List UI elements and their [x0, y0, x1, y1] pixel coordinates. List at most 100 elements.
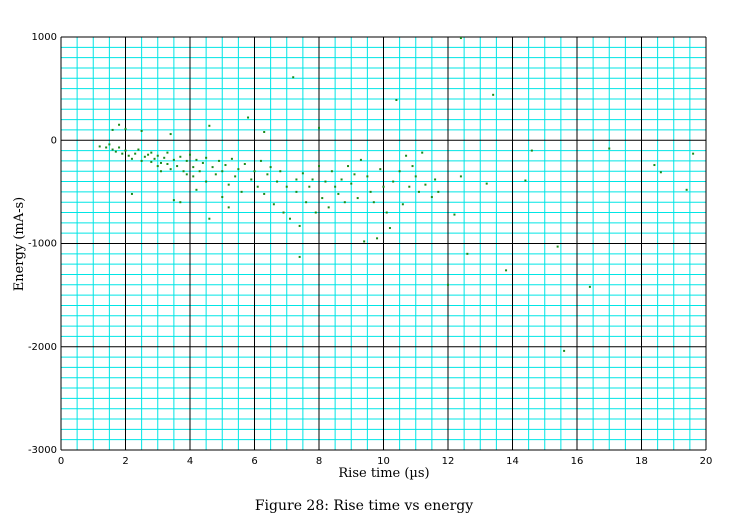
- data-point: [169, 133, 172, 136]
- data-point: [350, 182, 353, 185]
- data-points: [98, 37, 695, 352]
- data-point: [334, 185, 337, 188]
- data-point: [163, 156, 166, 159]
- data-point: [411, 165, 414, 168]
- data-point: [156, 154, 159, 157]
- data-point: [227, 183, 230, 186]
- data-point: [321, 197, 324, 200]
- data-point: [282, 211, 285, 214]
- data-point: [447, 283, 449, 286]
- data-point: [185, 159, 188, 162]
- data-point: [343, 201, 346, 204]
- data-point: [259, 159, 262, 162]
- data-point: [227, 206, 230, 209]
- data-point: [263, 192, 266, 195]
- data-point: [401, 203, 404, 206]
- data-point: [288, 217, 291, 220]
- data-point: [379, 168, 382, 171]
- data-point: [366, 175, 369, 178]
- data-point: [256, 185, 259, 188]
- data-point: [530, 149, 533, 152]
- data-point: [218, 159, 221, 162]
- data-point: [266, 173, 269, 176]
- y-tick-label: -1000: [28, 239, 57, 250]
- data-point: [308, 185, 311, 188]
- data-point: [185, 173, 188, 176]
- data-point: [169, 168, 172, 171]
- data-point: [153, 157, 156, 160]
- data-point: [659, 171, 662, 174]
- data-point: [105, 146, 108, 149]
- y-tick-label: -3000: [28, 445, 57, 456]
- plot-grid: [60, 36, 707, 451]
- data-point: [195, 188, 198, 191]
- data-point: [524, 179, 527, 182]
- data-point: [134, 152, 137, 155]
- data-point: [466, 252, 469, 255]
- data-point: [114, 150, 117, 153]
- data-point: [318, 126, 320, 129]
- data-point: [269, 166, 272, 169]
- x-tick-label: 14: [506, 456, 519, 467]
- data-point: [353, 173, 356, 176]
- data-point: [285, 185, 288, 188]
- data-point: [208, 217, 211, 220]
- data-point: [459, 175, 462, 178]
- data-point: [414, 175, 417, 178]
- data-point: [505, 269, 508, 272]
- data-point: [118, 146, 121, 149]
- data-point: [347, 165, 350, 168]
- data-point: [159, 161, 162, 164]
- data-point: [140, 159, 143, 162]
- data-point: [279, 170, 282, 173]
- x-tick-label: 20: [700, 456, 713, 467]
- data-point: [369, 190, 372, 193]
- x-tick-label: 2: [122, 456, 128, 467]
- data-point: [363, 240, 366, 243]
- data-point: [653, 164, 656, 167]
- data-point: [556, 245, 559, 248]
- data-point: [385, 211, 388, 214]
- data-point: [608, 147, 611, 150]
- data-point: [295, 178, 298, 181]
- data-point: [214, 173, 217, 176]
- data-point: [121, 152, 124, 155]
- data-point: [98, 145, 101, 148]
- data-point: [276, 180, 279, 183]
- data-point: [298, 255, 301, 258]
- data-point: [111, 148, 114, 151]
- x-tick-label: 4: [187, 456, 193, 467]
- data-point: [437, 190, 440, 193]
- data-point: [492, 93, 495, 96]
- data-point: [372, 201, 375, 204]
- data-point: [314, 211, 317, 214]
- data-point: [298, 224, 301, 227]
- data-point: [189, 153, 191, 156]
- y-tick-label: -2000: [28, 342, 57, 353]
- data-point: [272, 203, 275, 206]
- data-point: [247, 116, 250, 119]
- data-point: [150, 160, 153, 163]
- data-point: [172, 199, 175, 202]
- data-point: [230, 157, 233, 160]
- data-point: [388, 227, 391, 230]
- y-tick-label: 0: [51, 135, 57, 146]
- data-point: [124, 149, 127, 152]
- data-point: [337, 192, 340, 195]
- data-point: [692, 152, 695, 155]
- data-point: [311, 178, 314, 181]
- data-point: [224, 164, 227, 167]
- data-point: [459, 37, 462, 40]
- y-tick-label: 1000: [32, 32, 57, 43]
- data-point: [208, 124, 211, 127]
- data-point: [327, 206, 330, 209]
- x-axis-title: Rise time (µs): [338, 466, 429, 481]
- data-point: [182, 170, 185, 173]
- data-point: [124, 127, 127, 130]
- tick-labels: 0 2 4 6 8 10 12 14 16 18 20 -3000 -2000 -1000 0 1000: [28, 32, 712, 467]
- data-point: [234, 175, 237, 178]
- data-point: [179, 155, 182, 158]
- data-point: [359, 158, 362, 161]
- data-point: [198, 170, 201, 173]
